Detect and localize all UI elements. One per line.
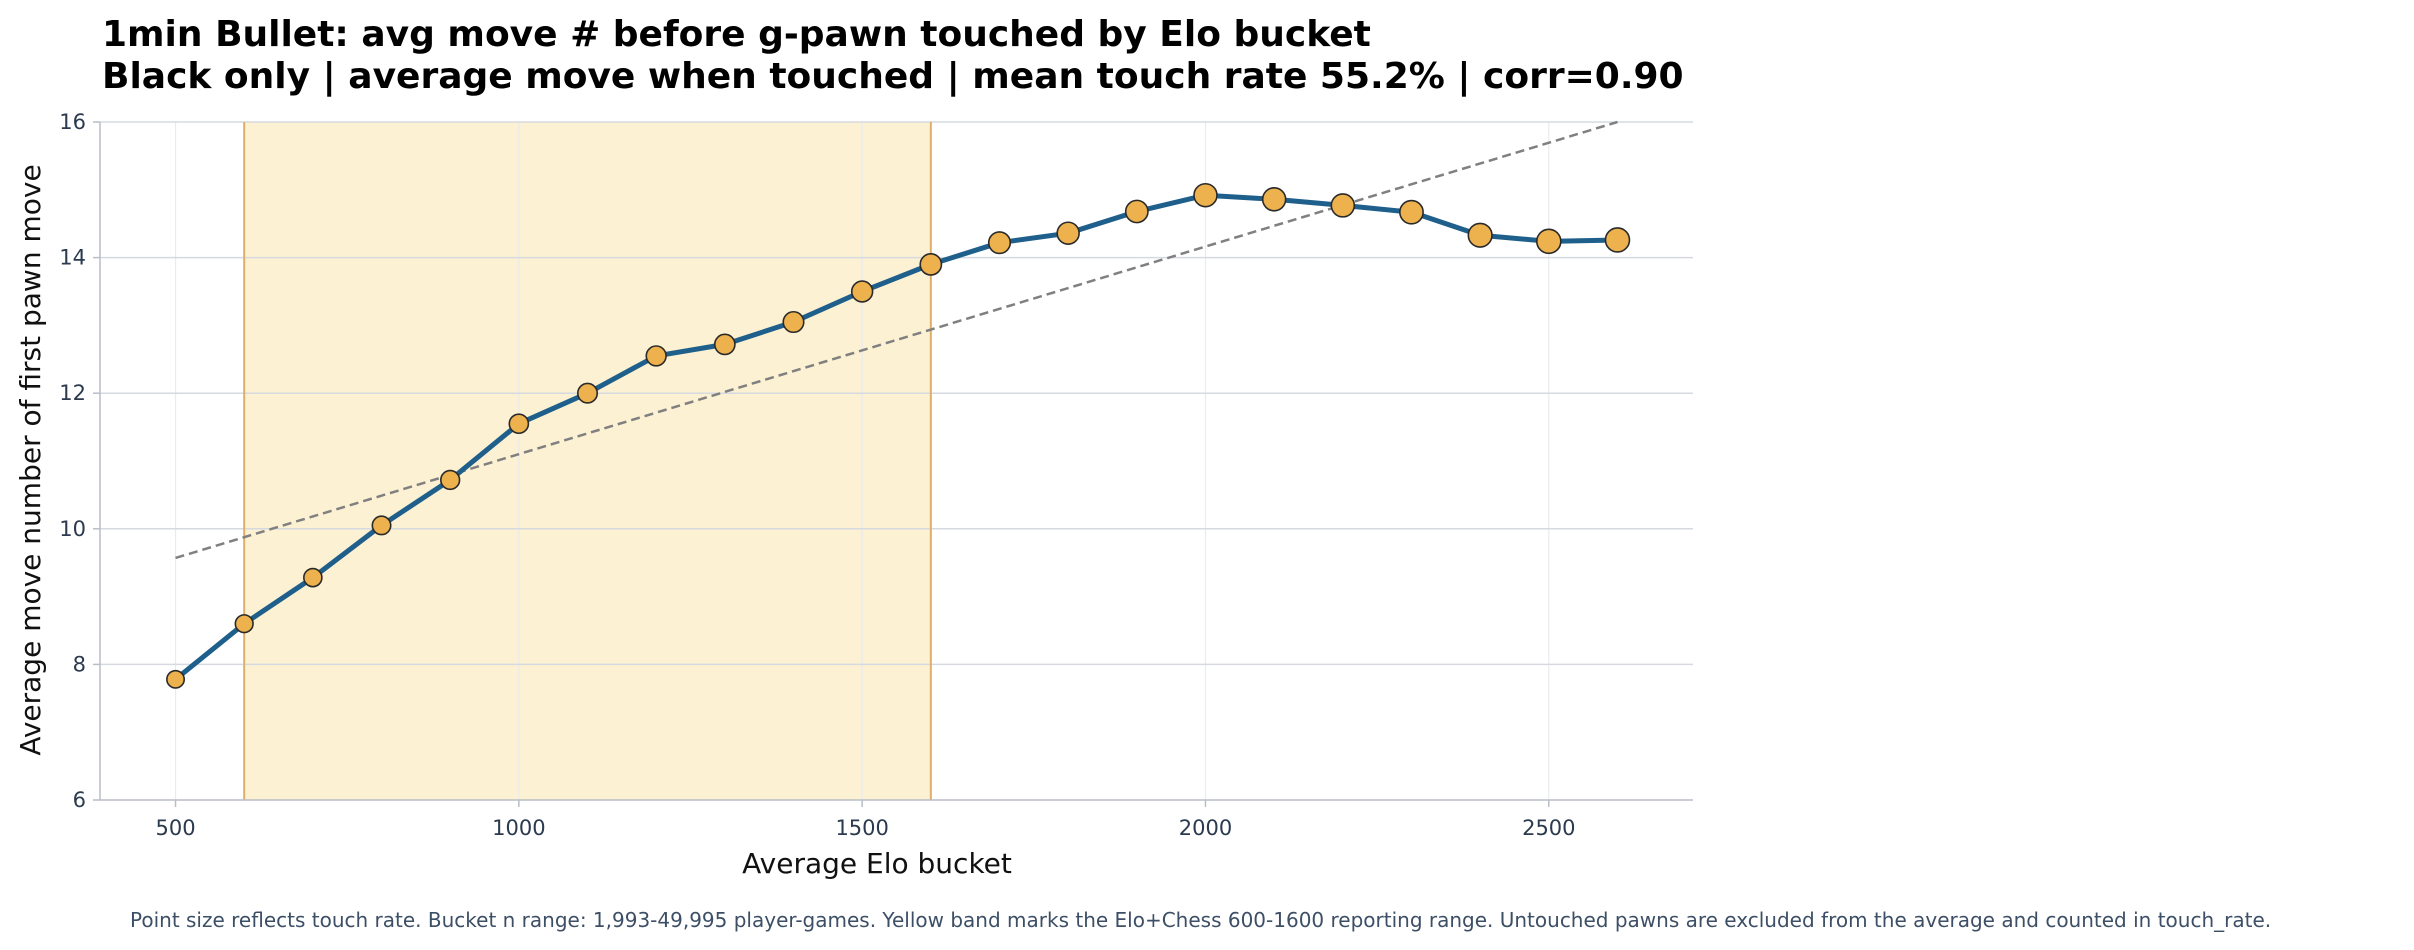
data-point [1604,227,1631,253]
data-point [166,669,186,689]
x-tick-label: 2500 [1522,816,1575,840]
y-tick-label: 8 [73,652,86,676]
y-tick-label: 16 [59,110,86,134]
x-axis-label: Average Elo bucket [742,847,1012,880]
x-tick-label: 1500 [835,816,888,840]
data-point [1536,228,1562,255]
y-tick-label: 14 [59,246,86,270]
data-point [1399,199,1424,225]
elo-reporting-band [244,122,931,800]
data-point [1124,199,1149,224]
axes [99,122,1693,801]
data-points [166,182,1631,689]
data-point [303,567,323,588]
data-point [508,413,530,435]
data-point [713,333,736,356]
x-tick-label: 1000 [492,816,545,840]
chart-title: 1min Bullet: avg move # before g-pawn to… [102,14,1371,55]
data-point [987,231,1012,255]
y-tick-label: 12 [59,381,86,405]
data-point [782,310,805,334]
data-point [371,515,392,536]
series-line [173,192,1618,682]
data-point [234,614,254,634]
data-point [919,252,943,276]
data-point [1467,222,1493,248]
grid [100,121,1693,800]
data-point [440,469,461,491]
data-point [1261,187,1287,212]
y-tick-label: 10 [59,517,86,541]
chart-subtitle: Black only | average move when touched |… [102,56,1684,97]
x-tick-label: 2000 [1179,816,1232,840]
footnote: Point size reflects touch rate. Bucket n… [130,908,2271,932]
data-point [576,382,599,404]
plot-area: 500 1000 1500 2000 2500 6 8 10 12 14 16 [59,110,1693,840]
data-point [1193,182,1218,208]
y-tick-label: 6 [73,788,86,812]
tick-labels: 500 1000 1500 2000 2500 6 8 10 12 14 16 [59,110,1575,840]
data-point [1056,221,1080,245]
y-axis-label: Average move number of first pawn move [14,164,47,755]
data-point [645,345,667,367]
x-tick-label: 500 [155,816,195,840]
data-point [1330,193,1356,218]
data-point [850,280,874,303]
